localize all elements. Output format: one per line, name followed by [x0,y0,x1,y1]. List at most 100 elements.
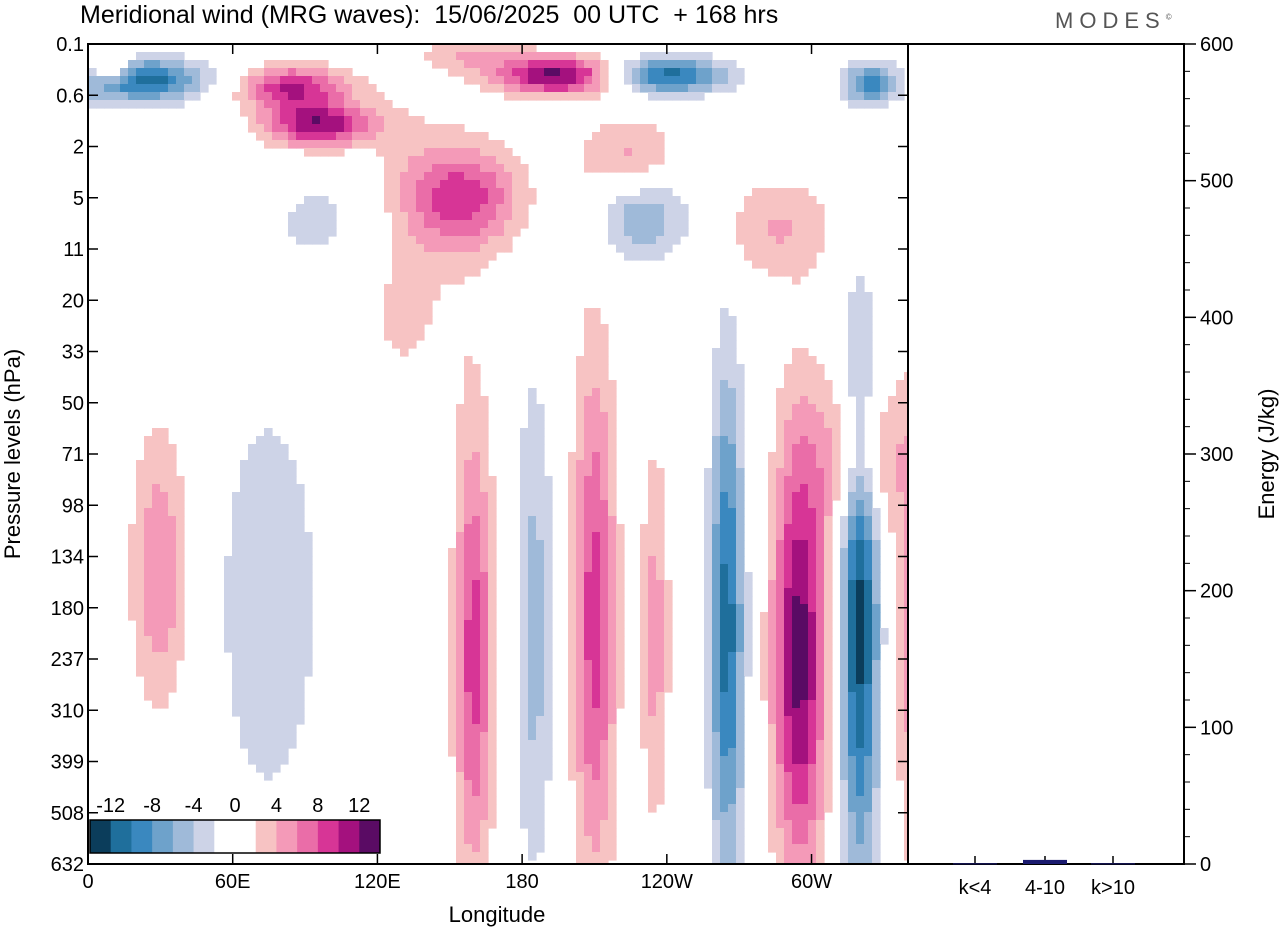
field-cell [856,804,865,813]
field-cell [480,140,489,149]
field-cell [400,148,409,157]
field-cell [136,660,145,669]
field-cell [864,556,873,565]
field-cell [568,556,577,565]
field-cell [160,52,169,61]
field-cell [616,196,625,205]
field-cell [488,516,497,525]
field-cell [840,532,849,541]
field-cell [784,780,793,789]
field-cell [720,516,729,525]
field-cell [168,620,177,629]
field-cell [584,388,593,397]
field-cell [744,612,753,621]
field-cell [592,84,601,93]
field-cell [824,404,833,413]
field-cell [848,372,857,381]
field-cell [320,124,329,133]
field-cell [600,596,609,605]
field-cell [272,524,281,533]
field-cell [856,772,865,781]
field-cell [120,100,129,109]
field-cell [792,804,801,813]
field-cell [520,476,529,485]
field-cell [232,684,241,693]
field-cell [312,212,321,221]
field-cell [704,636,713,645]
field-cell [784,684,793,693]
field-cell [592,476,601,485]
field-cell [232,556,241,565]
field-cell [472,260,481,269]
field-cell [480,732,489,741]
field-cell [536,724,545,733]
y-tick-label: 237 [51,649,84,671]
field-cell [616,532,625,541]
field-cell [640,532,649,541]
field-cell [320,220,329,229]
field-cell [856,508,865,517]
field-cell [736,532,745,541]
field-cell [160,644,169,653]
field-cell [856,60,865,69]
field-cell [848,852,857,861]
field-cell [160,668,169,677]
field-cell [888,516,897,525]
field-cell [536,700,545,709]
field-cell [440,228,449,237]
field-cell [712,796,721,805]
field-cell [608,492,617,501]
field-cell [144,692,153,701]
field-cell [272,628,281,637]
field-cell [144,604,153,613]
field-cell [160,100,169,109]
field-cell [576,468,585,477]
field-cell [512,92,521,101]
field-cell [848,316,857,325]
field-cell [152,452,161,461]
field-cell [728,476,737,485]
field-cell [488,220,497,229]
field-cell [288,468,297,477]
field-cell [768,252,777,261]
field-cell [592,156,601,165]
field-cell [848,668,857,677]
field-cell [96,100,105,109]
field-cell [464,420,473,429]
field-cell [336,148,345,157]
field-cell [480,204,489,213]
field-cell [264,724,273,733]
field-cell [800,820,809,829]
field-cell [656,748,665,757]
field-cell [808,860,817,864]
field-cell [896,628,905,637]
field-cell [616,220,625,229]
field-cell [280,724,289,733]
field-cell [256,572,265,581]
field-cell [424,196,433,205]
field-cell [720,476,729,485]
field-cell [448,180,457,189]
field-cell [112,84,121,93]
field-cell [776,828,785,837]
field-cell [856,820,865,829]
field-cell [464,212,473,221]
field-cell [488,556,497,565]
field-cell [464,580,473,589]
field-cell [264,772,273,781]
field-cell [272,676,281,685]
field-cell [864,812,873,821]
field-cell [640,84,649,93]
field-cell [448,212,457,221]
field-cell [488,252,497,261]
field-cell [280,644,289,653]
field-cell [536,828,545,837]
field-cell [320,132,329,141]
field-cell [464,780,473,789]
field-cell [592,540,601,549]
field-cell [296,580,305,589]
field-cell [840,804,849,813]
field-cell [656,492,665,501]
field-cell [800,468,809,477]
